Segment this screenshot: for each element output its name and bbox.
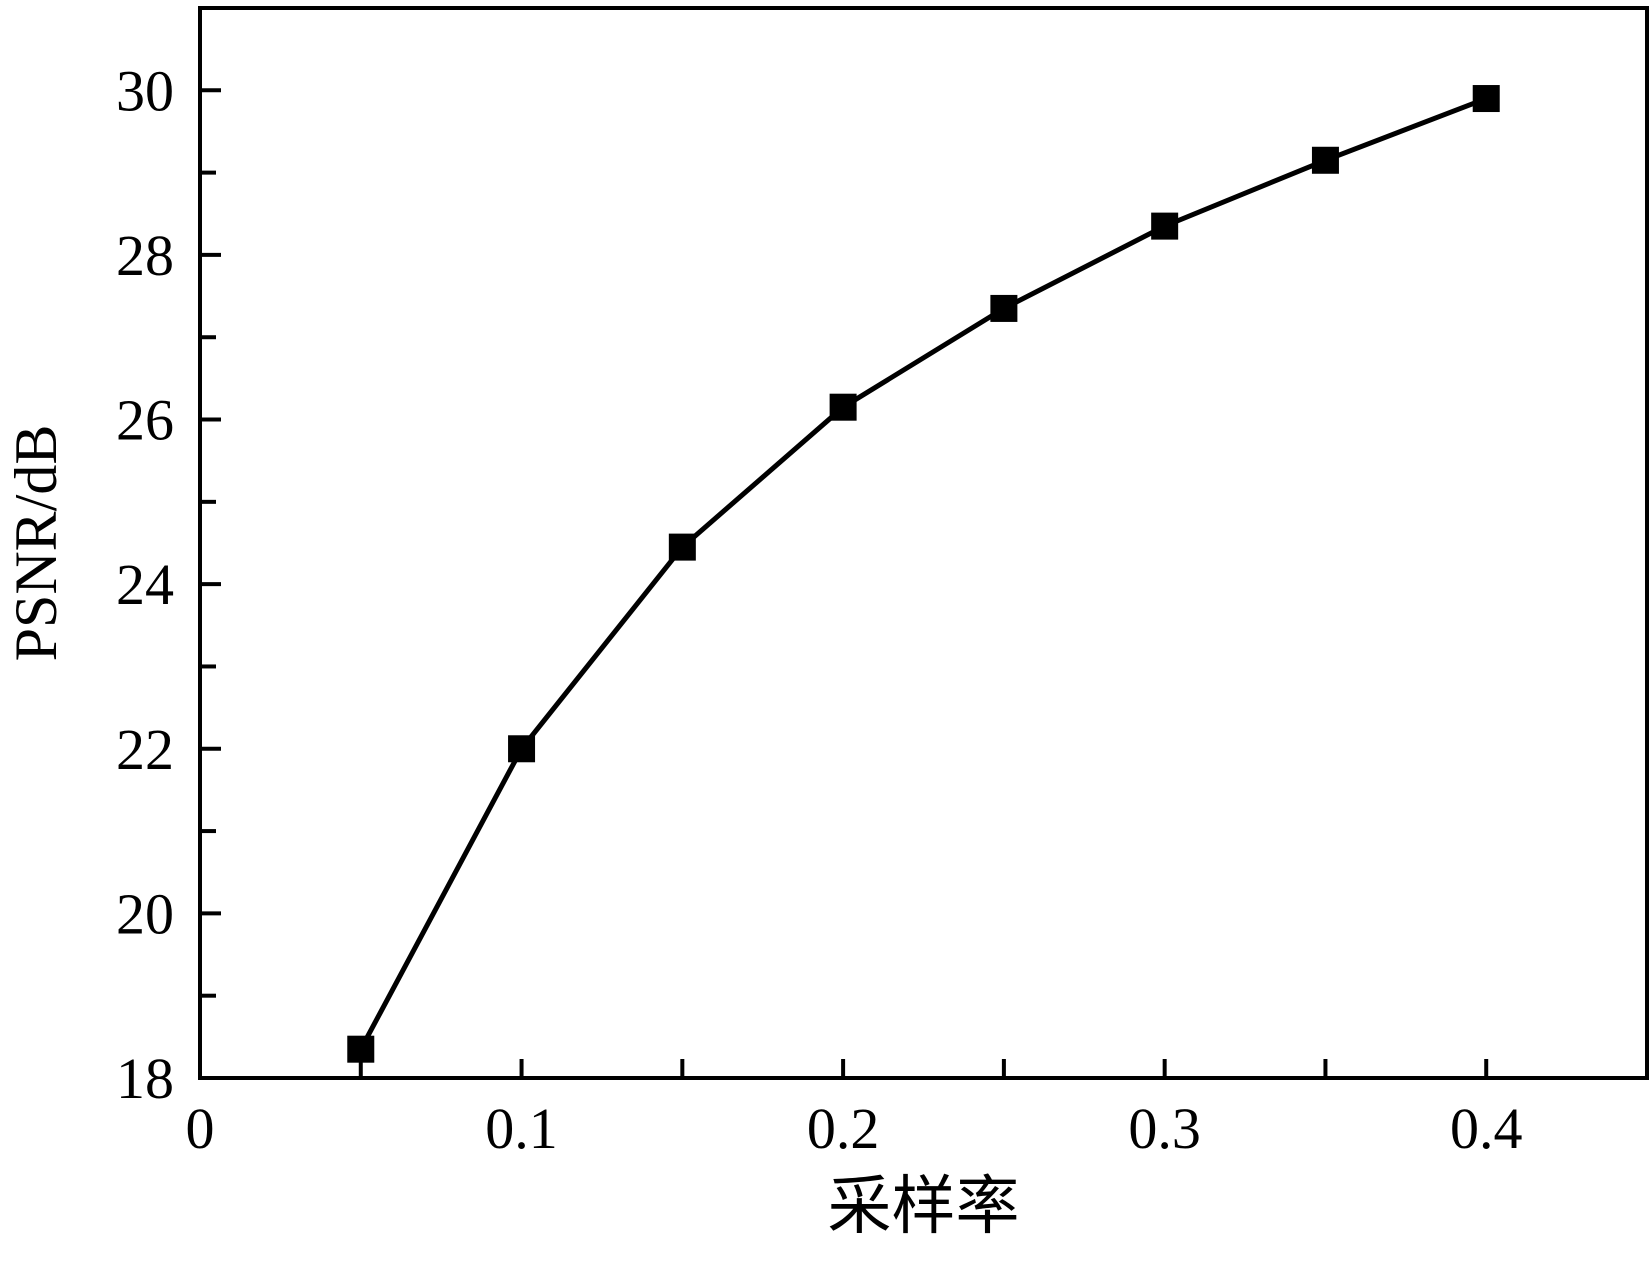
x-tick-label: 0.1 bbox=[485, 1096, 558, 1161]
data-point-marker bbox=[347, 1035, 375, 1063]
y-axis-title: PSNR/dB bbox=[3, 425, 69, 662]
x-axis-tick-labels: 0 0.1 0.2 0.3 0.4 bbox=[186, 1096, 1523, 1161]
x-tick-label: 0.2 bbox=[807, 1096, 880, 1161]
y-tick-label: 18 bbox=[116, 1046, 174, 1111]
data-point-marker bbox=[1311, 146, 1339, 174]
y-axis-tick-labels: 18 20 22 24 26 28 30 bbox=[116, 58, 174, 1111]
data-line bbox=[358, 96, 1488, 1051]
data-point-marker bbox=[508, 735, 536, 763]
x-tick-label: 0.3 bbox=[1128, 1096, 1201, 1161]
data-point-marker bbox=[668, 533, 696, 561]
y-tick-label: 28 bbox=[116, 223, 174, 288]
y-tick-label: 26 bbox=[116, 388, 174, 453]
data-point-marker bbox=[829, 393, 857, 421]
data-point-marker bbox=[1472, 85, 1500, 113]
x-axis-title: 采样率 bbox=[828, 1171, 1020, 1242]
y-tick-label: 30 bbox=[116, 58, 174, 123]
x-tick-label: 0.4 bbox=[1450, 1096, 1523, 1161]
y-tick-label: 24 bbox=[116, 552, 174, 617]
data-point-marker bbox=[990, 294, 1018, 322]
y-tick-label: 22 bbox=[116, 717, 174, 782]
data-point-marker bbox=[1151, 212, 1179, 240]
y-axis-ticks bbox=[202, 88, 221, 998]
x-tick-label: 0 bbox=[186, 1096, 215, 1161]
data-point-markers bbox=[347, 85, 1500, 1063]
plot-frame bbox=[198, 6, 1649, 1080]
y-tick-label: 20 bbox=[116, 881, 174, 946]
